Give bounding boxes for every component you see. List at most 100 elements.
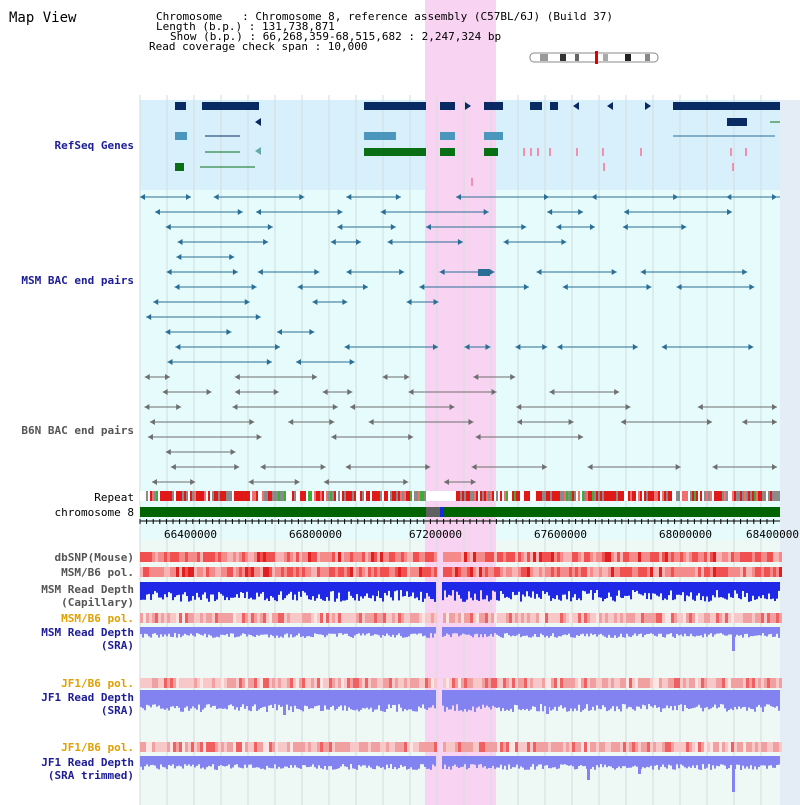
msm-bac-pair-end	[380, 209, 386, 215]
msm-b6-pol-cell	[482, 567, 485, 577]
track-label-repeat[interactable]: Repeat	[94, 491, 134, 504]
msm-sra-depth-bar	[160, 627, 162, 635]
msm-cap-depth-bar	[712, 582, 714, 596]
jf1-b6-pol-cell	[584, 678, 587, 688]
track-label-refseq[interactable]: RefSeq Genes	[54, 139, 134, 152]
msm-b6-pol-cell	[218, 613, 221, 623]
track-label-msm-bac[interactable]: MSM BAC end pairs	[21, 274, 134, 287]
jf1-b6-pol-cell	[230, 742, 233, 752]
jf1-b6-pol-cell	[482, 742, 485, 752]
msm-b6-pol-cell	[257, 613, 260, 623]
jf1-b6-pol-cell	[257, 678, 260, 688]
jf1-trim-depth-bar	[490, 756, 492, 769]
jf1-trim-depth-bar	[652, 756, 654, 770]
dbsnp-cell	[245, 552, 248, 562]
msm-cap-depth-bar	[586, 582, 588, 594]
track-label-msm-b6-pol-2[interactable]: MSM/B6 pol.	[61, 612, 134, 625]
jf1-trim-depth-bar	[144, 756, 146, 767]
msm-cap-depth-bar	[274, 582, 276, 601]
msm-cap-depth-bar	[324, 582, 326, 601]
msm-b6-pol-cell	[686, 567, 689, 577]
msm-b6-pol-cell	[278, 567, 281, 577]
b6n-bac-pair-end	[345, 464, 351, 470]
jf1-sra-depth-bar	[714, 690, 716, 705]
track-label-msm-b6-pol-1[interactable]: MSM/B6 pol.	[61, 566, 134, 579]
jf1-b6-pol-cell	[311, 742, 314, 752]
dbsnp-cell	[269, 552, 272, 562]
jf1-b6-pol-cell	[743, 742, 746, 752]
dbsnp-cell	[338, 552, 341, 562]
msm-sra-depth-bar	[416, 627, 418, 635]
jf1-sra-depth-bar	[728, 690, 730, 711]
msm-bac-pair-end	[399, 269, 405, 275]
msm-cap-depth-bar	[756, 582, 758, 600]
track-label-jf1-depth-sra[interactable]: JF1 Read Depth	[41, 691, 134, 704]
track-label-jf1-depth-trim[interactable]: JF1 Read Depth	[41, 756, 134, 769]
repeat-element	[686, 491, 688, 501]
repeat-element	[746, 491, 748, 501]
msm-bac-pair-end	[727, 209, 733, 215]
msm-b6-pol-cell	[656, 567, 659, 577]
jf1-b6-pol-cell	[626, 742, 629, 752]
msm-sra-depth-bar	[572, 627, 574, 638]
repeat-element	[524, 491, 526, 501]
jf1-b6-pol-cell	[188, 742, 191, 752]
dbsnp-cell	[374, 552, 377, 562]
msm-sra-depth-bar	[190, 627, 192, 634]
msm-cap-depth-bar	[504, 582, 506, 598]
msm-cap-depth-bar	[734, 582, 736, 591]
track-label-jf1-b6-pol-2[interactable]: JF1/B6 pol.	[61, 741, 134, 754]
msm-b6-pol-cell	[251, 567, 254, 577]
msm-cap-depth-bar	[680, 582, 682, 596]
dbsnp-cell	[767, 552, 770, 562]
jf1-b6-pol-cell	[158, 678, 161, 688]
track-label-msm-depth-cap[interactable]: MSM Read Depth	[41, 583, 134, 596]
jf1-b6-pol-cell	[356, 678, 359, 688]
repeat-element	[418, 491, 420, 501]
repeat-element	[600, 491, 602, 501]
msm-b6-pol-cell	[632, 613, 635, 623]
dbsnp-cell	[608, 552, 611, 562]
dbsnp-cell	[554, 552, 557, 562]
gene-feature	[484, 132, 503, 140]
msm-sra-depth-bar	[172, 627, 174, 638]
msm-b6-pol-cell	[527, 613, 530, 623]
jf1-b6-pol-cell	[599, 678, 602, 688]
msm-bac-pair-end	[342, 299, 348, 305]
track-label-dbsnp[interactable]: dbSNP(Mouse)	[54, 551, 134, 564]
track-label-chromosome[interactable]: chromosome 8	[54, 506, 134, 519]
jf1-b6-pol-cell	[302, 678, 305, 688]
msm-b6-pol-cell	[596, 567, 599, 577]
jf1-sra-depth-bar	[283, 690, 286, 715]
track-label-b6n-bac[interactable]: B6N BAC end pairs	[21, 424, 134, 437]
track-label-msm-depth-sra[interactable]: MSM Read Depth	[41, 626, 134, 639]
msm-sra-depth-bar	[292, 627, 294, 638]
repeat-element	[406, 491, 408, 501]
msm-cap-depth-bar	[578, 582, 580, 599]
msm-cap-depth-bar	[174, 582, 176, 598]
jf1-sra-depth-bar	[160, 690, 162, 709]
msm-bac-pair-end	[419, 284, 425, 290]
jf1-b6-pol-cell	[755, 742, 758, 752]
msm-b6-pol-cell	[641, 613, 644, 623]
jf1-b6-pol-cell	[416, 678, 419, 688]
dbsnp-cell	[227, 552, 230, 562]
msm-cap-depth-bar	[376, 582, 378, 597]
jf1-b6-pol-cell	[173, 742, 176, 752]
msm-bac-pair-end	[589, 224, 595, 230]
msm-b6-pol-cell	[155, 613, 158, 623]
jf1-trim-depth-bar	[480, 756, 482, 765]
track-label-jf1-b6-pol-1[interactable]: JF1/B6 pol.	[61, 677, 134, 690]
b6n-bac-pair-end	[147, 434, 153, 440]
jf1-trim-depth-bar	[482, 756, 484, 768]
b6n-bac-pair-end	[587, 464, 593, 470]
msm-b6-pol-cell	[662, 567, 665, 577]
jf1-sra-depth-bar	[460, 690, 462, 711]
jf1-trim-depth-bar	[504, 756, 506, 766]
jf1-b6-pol-cell	[776, 742, 779, 752]
jf1-b6-pol-cell	[404, 742, 407, 752]
msm-b6-pol-cell	[560, 567, 563, 577]
msm-cap-depth-bar	[722, 582, 724, 598]
repeat-element	[224, 491, 226, 501]
